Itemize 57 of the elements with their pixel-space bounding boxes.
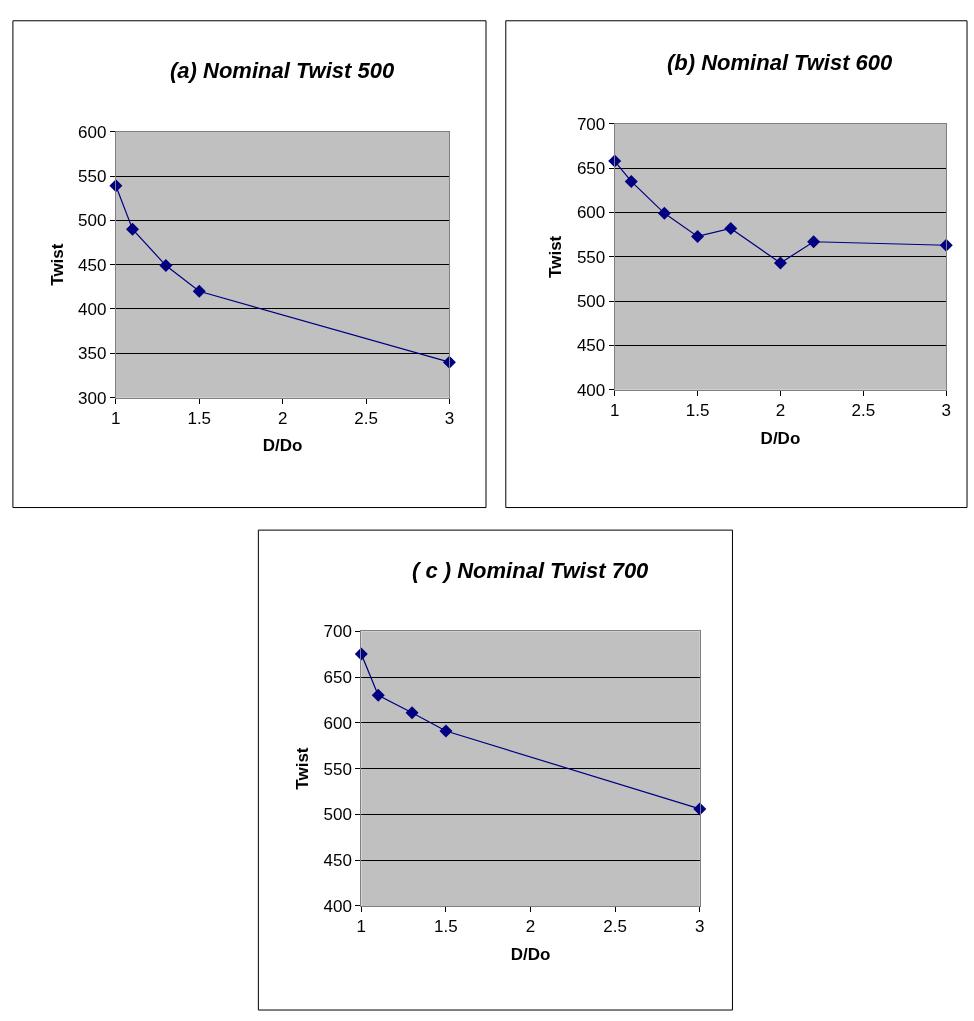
x-tick-label: 1.5 bbox=[434, 917, 458, 937]
y-tick-label: 500 bbox=[576, 292, 606, 312]
y-tick-label: 550 bbox=[323, 759, 352, 779]
y-tick-label: 600 bbox=[78, 122, 107, 142]
y-axis-title: Twist bbox=[47, 243, 67, 286]
x-tick-label: 2.5 bbox=[851, 401, 876, 421]
x-tick-label: 1 bbox=[356, 917, 367, 937]
point bbox=[126, 222, 140, 236]
chart-title: (b) Nominal Twist 600 bbox=[667, 50, 894, 75]
x-tick-label: 1 bbox=[609, 401, 620, 421]
y-tick-label: 550 bbox=[78, 166, 107, 186]
chart-title: ( c ) Nominal Twist 700 bbox=[412, 558, 650, 583]
y-tick-label: 600 bbox=[323, 713, 352, 733]
chart-title: (a) Nominal Twist 500 bbox=[170, 58, 395, 83]
x-tick-label: 1.5 bbox=[685, 401, 710, 421]
y-tick-label: 450 bbox=[576, 336, 606, 356]
point bbox=[192, 284, 206, 298]
y-tick-label: 350 bbox=[78, 344, 107, 364]
x-tick-label: 1 bbox=[111, 409, 121, 429]
point bbox=[657, 206, 671, 220]
point bbox=[773, 256, 787, 270]
y-tick-label: 300 bbox=[78, 388, 107, 408]
x-tick-label: 1.5 bbox=[187, 409, 212, 429]
y-tick-label: 700 bbox=[576, 114, 606, 134]
x-axis-title: D/Do bbox=[262, 436, 303, 456]
y-tick-label: 400 bbox=[323, 896, 352, 916]
y-tick-label: 450 bbox=[323, 851, 352, 871]
y-axis-title: Twist bbox=[293, 747, 313, 790]
point bbox=[724, 221, 738, 235]
y-tick-label: 650 bbox=[323, 667, 352, 687]
x-tick-label: 3 bbox=[444, 409, 455, 429]
y-axis-title: Twist bbox=[546, 235, 566, 278]
y-tick-label: 500 bbox=[323, 805, 352, 825]
x-tick-label: 2 bbox=[277, 409, 288, 429]
x-tick-label: 2 bbox=[775, 401, 786, 421]
point bbox=[691, 229, 705, 243]
point bbox=[624, 174, 638, 188]
y-tick-label: 700 bbox=[323, 622, 352, 642]
x-axis-title: D/Do bbox=[760, 428, 801, 448]
point bbox=[159, 259, 173, 273]
x-tick-label: 2 bbox=[525, 917, 536, 937]
y-tick-label: 400 bbox=[576, 380, 606, 400]
x-tick-label: 3 bbox=[941, 401, 951, 421]
y-tick-label: 650 bbox=[576, 159, 606, 179]
y-tick-label: 500 bbox=[78, 211, 107, 231]
y-tick-label: 600 bbox=[576, 203, 606, 223]
x-tick-label: 2.5 bbox=[354, 409, 378, 429]
point bbox=[405, 706, 419, 720]
y-tick-label: 400 bbox=[78, 299, 107, 319]
y-tick-label: 450 bbox=[78, 255, 107, 275]
point bbox=[371, 688, 385, 702]
y-tick-label: 550 bbox=[576, 247, 606, 267]
x-tick-label: 2.5 bbox=[603, 917, 627, 937]
x-axis-title: D/Do bbox=[510, 944, 551, 964]
point bbox=[439, 724, 453, 738]
point bbox=[807, 235, 821, 249]
x-tick-label: 3 bbox=[695, 917, 705, 937]
